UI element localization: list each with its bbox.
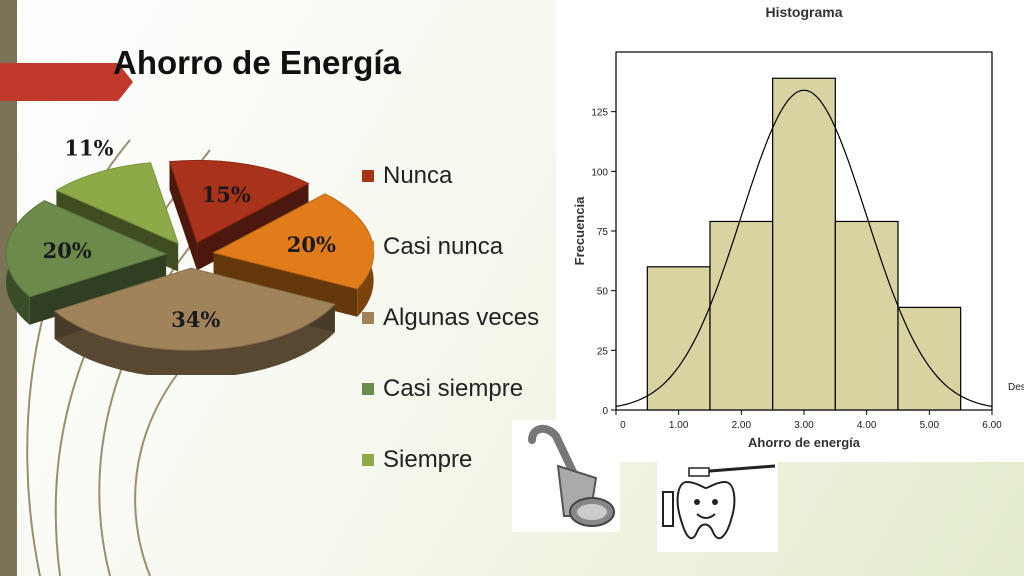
histogram-chart: Histograma02550751001250.001.002.003.004… — [572, 4, 1024, 450]
legend-label: Nunca — [383, 161, 453, 189]
y-tick-label: 50 — [597, 287, 609, 298]
legend-item: Nunca — [362, 140, 539, 211]
histogram-title: Histograma — [765, 4, 842, 20]
pie-slice-casi-nunca — [212, 193, 375, 317]
y-axis-label: Frecuencia — [572, 196, 587, 265]
x-tick-label: 5.00 — [920, 420, 940, 431]
legend-swatch — [362, 311, 374, 324]
histogram-bar — [709, 220, 774, 411]
shower-image — [512, 420, 620, 532]
x-tick-label: 4.00 — [857, 420, 877, 431]
legend-label: Algunas veces — [383, 303, 540, 331]
x-axis-label: Ahorro de energía — [748, 435, 861, 450]
pie-chart: 15% 20% 34% 20% 11% — [5, 135, 375, 375]
legend-swatch — [362, 382, 374, 395]
histogram-side-text: Des — [1008, 382, 1024, 393]
x-tick-label: 6.00 — [982, 420, 1002, 431]
histogram-bar — [646, 266, 711, 411]
legend-item: Casi nunca — [362, 211, 539, 282]
slide-title: Ahorro de Energía — [113, 44, 401, 81]
histogram-bar — [834, 220, 899, 411]
legend-swatch — [362, 240, 374, 253]
pie-slice-algunas-veces — [53, 267, 336, 375]
x-tick-label: 1.00 — [669, 420, 689, 431]
pie-data-label: 15% — [202, 182, 251, 207]
y-tick-label: 75 — [597, 227, 609, 238]
y-tick-label: 125 — [591, 108, 608, 119]
histogram-bar — [772, 77, 836, 411]
legend-item: Casi siempre — [362, 353, 539, 424]
normal-curve — [615, 89, 993, 407]
legend-item: Algunas veces — [362, 282, 539, 353]
pie-legend: Nunca Casi nunca Algunas veces Casi siempre… — [362, 140, 539, 495]
pie-data-label: 20% — [287, 232, 336, 257]
pie-data-label: 20% — [43, 238, 92, 263]
legend-label: Casi siempre — [383, 374, 524, 402]
tooth-image — [657, 462, 778, 552]
x-tick-label: 3.00 — [794, 420, 814, 431]
legend-label: Siempre — [383, 445, 473, 473]
legend-label: Casi nunca — [383, 232, 504, 260]
legend-swatch — [362, 453, 374, 466]
y-tick-label: 0 — [602, 406, 608, 417]
legend-swatch — [362, 169, 374, 182]
y-tick-label: 100 — [591, 167, 608, 178]
title-accent-arrow — [0, 63, 133, 101]
histogram-bar — [897, 306, 962, 411]
shower-head-icon — [528, 424, 615, 527]
pie-slice-casi-siempre — [5, 200, 168, 325]
x-tick-label: 2.00 — [732, 420, 752, 431]
legend-item: Siempre — [362, 424, 539, 495]
tooth-brushing-icon — [662, 464, 776, 540]
pie-data-label: 34% — [171, 307, 220, 332]
pie-data-label: 11% — [64, 135, 113, 160]
y-tick-label: 25 — [597, 346, 609, 357]
